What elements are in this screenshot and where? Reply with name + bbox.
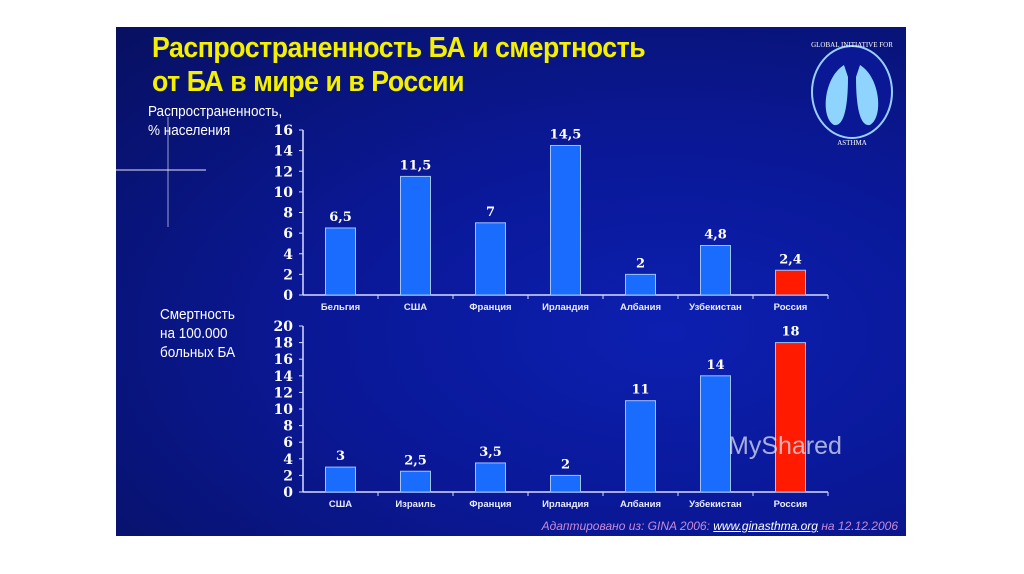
chart2-xtick-label: Албания [620, 499, 661, 510]
chart2-data-label: 2 [561, 457, 570, 472]
chart2-data-label: 2,5 [404, 453, 427, 468]
title-line-1: Распространенность БА и смертность [152, 32, 646, 64]
chart1-bar [625, 273, 656, 296]
chart2-ytick-label: 12 [274, 385, 293, 401]
chart1-ytick-label: 12 [274, 164, 293, 180]
chart2-bar [325, 466, 356, 493]
chart1-bar [550, 144, 581, 296]
slide-title: Распространенность БА и смертность от БА… [152, 31, 646, 99]
chart1-ylabel-line2: % населения [148, 122, 231, 139]
chart2-ylabel-line1: Смертность [160, 306, 235, 323]
chart2-ytick-label: 4 [283, 452, 293, 468]
chart2-ytick-label: 14 [274, 369, 294, 385]
chart1-xtick-label: Узбекистан [689, 302, 742, 313]
chart2-xtick-label: США [329, 499, 352, 510]
chart1-data-label: 14,5 [550, 127, 582, 142]
chart2-bar [475, 462, 506, 493]
chart2-ytick-label: 16 [274, 352, 293, 368]
chart2-bar [700, 375, 731, 493]
chart2-ytick-label: 20 [274, 319, 294, 335]
chart1-ylabel-line1: Распространенность, [148, 103, 283, 120]
chart2-xtick-label: Франция [469, 499, 511, 510]
chart1-bar [400, 175, 431, 296]
chart2-ylabel-line2: на 100.000 [160, 325, 228, 342]
chart2-ytick-label: 8 [283, 419, 293, 435]
chart1-xtick-label: США [404, 302, 427, 313]
charts-canvas: 02468101214166,5Бельгия11,5США7Франция14… [116, 117, 829, 510]
chart2-ytick-label: 2 [283, 468, 293, 484]
chart2-bar [775, 342, 806, 493]
title-line-2: от БА в мире и в России [152, 66, 465, 98]
chart1-ytick-label: 6 [283, 226, 293, 242]
chart1-bar [775, 269, 806, 296]
chart1-ytick-label: 4 [283, 247, 293, 263]
gina-logo: GLOBAL INITIATIVE FOR ASTHMA [811, 41, 893, 147]
chart2-data-label: 14 [706, 358, 724, 373]
chart2-ytick-label: 10 [274, 402, 294, 418]
chart2-xtick-label: Ирландия [542, 499, 589, 510]
chart2-ytick-label: 18 [274, 336, 293, 352]
chart2-data-label: 18 [781, 325, 799, 340]
logo-text-top: GLOBAL INITIATIVE FOR [811, 41, 893, 49]
chart1-xtick-label: Россия [774, 302, 808, 313]
chart1-data-label: 7 [486, 205, 495, 220]
chart2-bar [550, 474, 581, 493]
chart2-xtick-label: Россия [774, 499, 808, 510]
chart1-xtick-label: Албания [620, 302, 661, 313]
source-prefix: Адаптировано из: GINA 2006: [541, 519, 714, 533]
chart2-data-label: 11 [631, 383, 649, 398]
chart2-data-label: 3 [336, 449, 345, 464]
chart2-data-label: 3,5 [479, 445, 502, 460]
chart1-data-label: 4,8 [704, 228, 727, 243]
chart1-ytick-label: 8 [283, 206, 293, 222]
slide: 0 2 4 6 8 10 12 14 16 6,5 Бельгия 11,5 США 7 Франция 14… [116, 27, 906, 536]
chart1-bar [700, 245, 731, 296]
chart1-data-label: 11,5 [400, 158, 432, 173]
chart2-ytick-label: 0 [283, 485, 293, 501]
logo-text-bottom: ASTHMA [837, 139, 867, 147]
source-note: Адаптировано из: GINA 2006: www.ginasthm… [542, 519, 898, 533]
chart1-xtick-label: Ирландия [542, 302, 589, 313]
chart2-xtick-label: Узбекистан [689, 499, 742, 510]
chart1-ylabel: Распространенность, % населения [148, 102, 282, 140]
chart2-bar [625, 400, 656, 493]
chart1-ytick-label: 14 [274, 144, 294, 160]
chart1-ytick-label: 16 [274, 123, 293, 139]
chart1-data-label: 2,4 [779, 252, 802, 267]
source-suffix: на 12.12.2006 [817, 519, 898, 533]
chart1-data-label: 6,5 [329, 210, 352, 225]
chart2-ytick-label: 6 [283, 435, 293, 451]
chart2-xtick-label: Израиль [395, 499, 436, 510]
watermark: MyShared [728, 432, 842, 460]
chart1-xtick-label: Франция [469, 302, 511, 313]
chart1-ytick-label: 2 [283, 267, 293, 283]
chart1-xtick-label: Бельгия [321, 302, 360, 313]
chart1-ytick-label: 0 [283, 288, 293, 304]
chart2-ylabel: Смертность на 100.000 больных БА [160, 305, 235, 362]
chart1-bar [475, 222, 506, 296]
chart1-data-label: 2 [636, 256, 645, 271]
chart1-ytick-label: 10 [274, 185, 294, 201]
chart2-ylabel-line3: больных БА [160, 344, 236, 361]
chart2-bar [400, 470, 431, 493]
chart1-bar [325, 227, 356, 296]
source-link[interactable]: www.ginasthma.org [713, 519, 818, 533]
